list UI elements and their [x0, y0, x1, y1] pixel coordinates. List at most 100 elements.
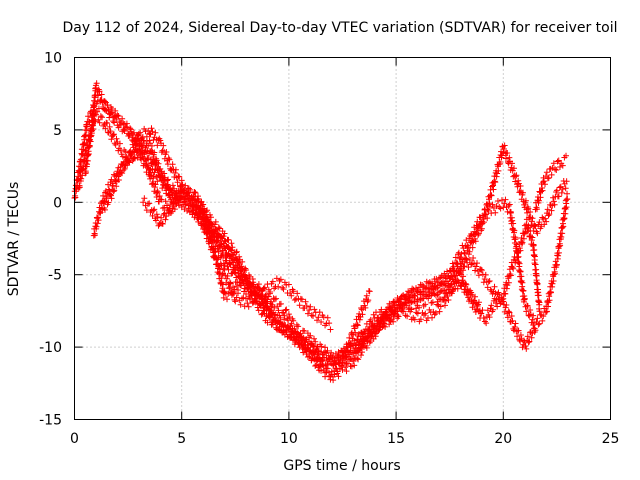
data-point — [288, 320, 295, 327]
data-point — [507, 208, 514, 215]
data-point — [307, 332, 314, 339]
data-point — [100, 103, 107, 110]
data-point — [430, 308, 437, 315]
data-point — [459, 277, 466, 284]
data-point — [102, 198, 109, 205]
data-point — [479, 271, 486, 278]
data-point — [75, 163, 82, 170]
data-point — [483, 320, 490, 327]
data-point — [429, 314, 436, 321]
data-point — [485, 278, 492, 285]
data-point — [407, 308, 414, 315]
data-point — [287, 333, 294, 340]
data-point — [152, 217, 159, 224]
data-point — [462, 281, 469, 288]
data-point — [111, 187, 118, 194]
data-point — [174, 179, 181, 186]
data-point — [276, 277, 283, 284]
data-point — [442, 273, 449, 280]
data-point — [145, 200, 152, 207]
data-point — [95, 92, 102, 99]
data-point — [510, 220, 517, 227]
data-point — [154, 189, 161, 196]
data-point — [293, 321, 300, 328]
data-point — [182, 182, 189, 189]
data-point — [316, 309, 323, 316]
data-point — [102, 125, 109, 132]
data-point — [322, 344, 329, 351]
data-point — [516, 260, 523, 267]
data-point — [151, 184, 158, 191]
data-point — [233, 256, 240, 263]
data-point — [505, 279, 512, 286]
data-point — [255, 281, 262, 288]
data-point — [315, 347, 322, 354]
data-point — [431, 311, 438, 318]
data-point — [110, 132, 117, 139]
data-point — [479, 307, 486, 314]
data-point — [417, 316, 424, 323]
data-point — [457, 267, 464, 274]
data-point — [336, 360, 343, 367]
data-point — [108, 176, 115, 183]
data-point — [328, 349, 335, 356]
data-point — [100, 192, 107, 199]
data-point — [253, 298, 260, 305]
data-point — [169, 191, 176, 198]
data-point — [351, 325, 358, 332]
data-point — [422, 284, 429, 291]
data-point — [419, 295, 426, 302]
data-point — [212, 226, 219, 233]
data-point — [514, 254, 521, 261]
data-point — [235, 287, 242, 294]
data-point — [198, 198, 205, 205]
data-point — [521, 295, 528, 302]
chart-title: Day 112 of 2024, Sidereal Day-to-day VTE… — [62, 20, 617, 36]
data-point — [440, 287, 446, 294]
y-tick-label: 10 — [44, 51, 62, 67]
data-point — [564, 196, 571, 203]
data-point — [108, 136, 115, 143]
data-point — [292, 338, 299, 345]
data-point — [464, 291, 471, 298]
grid-lines — [74, 57, 611, 420]
data-point — [299, 296, 306, 303]
data-point — [295, 323, 302, 330]
data-point — [113, 116, 120, 123]
data-point — [494, 170, 501, 177]
data-point — [220, 294, 227, 301]
data-point — [398, 307, 405, 314]
data-point — [212, 218, 219, 225]
data-point — [285, 311, 292, 318]
data-point — [379, 316, 386, 323]
data-point — [535, 321, 542, 328]
data-point — [365, 297, 372, 304]
data-point — [178, 204, 185, 211]
data-point — [163, 213, 170, 220]
data-point — [366, 288, 373, 295]
data-point — [157, 137, 164, 144]
data-point — [538, 188, 545, 195]
data-point — [85, 131, 92, 138]
data-point — [208, 236, 215, 243]
y-tick-label: 5 — [53, 123, 62, 139]
data-point — [527, 233, 534, 240]
data-point — [229, 251, 236, 258]
data-point — [535, 292, 542, 299]
data-point — [448, 290, 455, 297]
data-point — [502, 155, 509, 162]
data-point — [480, 219, 487, 226]
data-point — [530, 242, 537, 249]
data-point — [224, 296, 231, 303]
data-point — [386, 300, 393, 307]
data-point — [281, 322, 288, 329]
data-point — [230, 290, 237, 297]
data-point — [166, 156, 173, 163]
data-point — [475, 232, 482, 239]
data-point — [127, 125, 134, 132]
data-point — [416, 304, 423, 311]
x-axis-label: GPS time / hours — [283, 458, 400, 474]
data-point — [339, 366, 346, 373]
data-point — [161, 174, 168, 181]
series-track-8 — [532, 152, 570, 213]
